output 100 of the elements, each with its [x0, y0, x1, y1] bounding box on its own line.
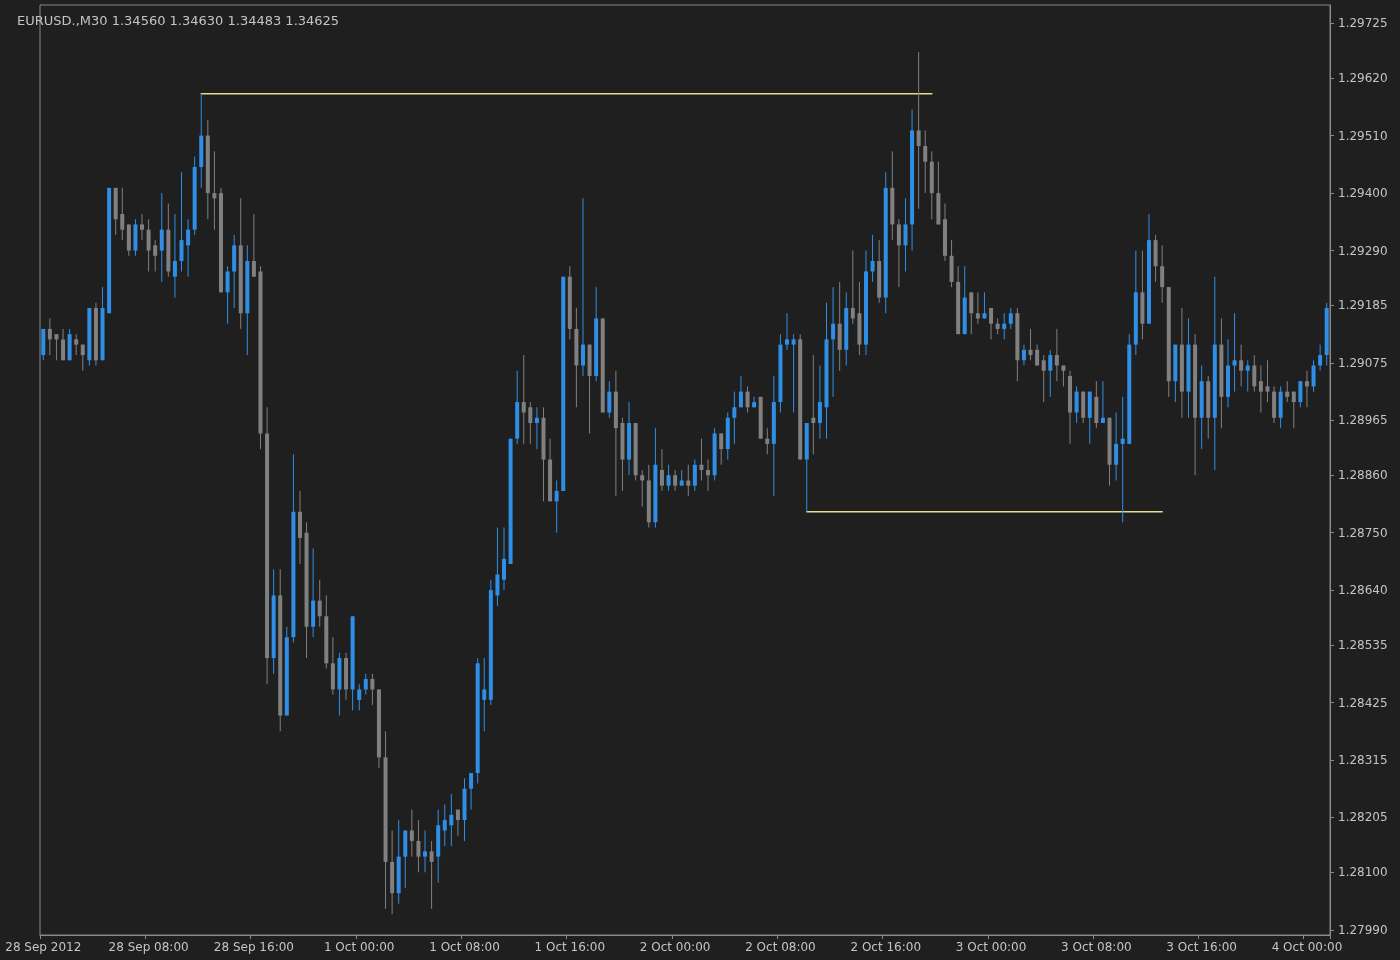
y-tick-label: 1.28860	[1338, 468, 1388, 483]
candlestick	[74, 333, 79, 356]
candlestick	[732, 391, 737, 445]
candlestick	[1160, 244, 1165, 304]
candlestick	[1021, 344, 1026, 367]
x-tick-label: 3 Oct 00:00	[955, 940, 1027, 954]
candlestick	[370, 673, 375, 706]
candlestick	[706, 459, 711, 492]
x-tick-label: 28 Sep 16:00	[213, 940, 294, 954]
candlestick	[429, 840, 434, 910]
y-tick-label: 1.28640	[1338, 583, 1388, 598]
x-tick-label: 3 Oct 08:00	[1061, 940, 1132, 954]
candlestick	[969, 291, 974, 335]
candlestick	[850, 250, 855, 325]
candlestick	[409, 809, 414, 858]
x-tick-label: 28 Sep 08:00	[108, 940, 189, 954]
candlestick	[699, 438, 704, 481]
candlestick	[172, 213, 177, 299]
candlestick	[449, 793, 454, 847]
y-tick-label: 1.27990	[1338, 922, 1388, 937]
y-tick-label: 1.28100	[1338, 865, 1388, 880]
y-tick-label: 1.28535	[1338, 638, 1388, 653]
candlestick	[363, 673, 368, 696]
candlestick	[1304, 370, 1309, 408]
candlestick	[975, 291, 980, 325]
candlestick	[765, 427, 770, 455]
candlestick	[1291, 391, 1296, 429]
x-tick-label: 4 Oct 00:00	[1271, 940, 1343, 954]
candlestick	[896, 218, 901, 288]
candlestick	[1028, 328, 1033, 361]
x-tick-label: 1 Oct 16:00	[534, 940, 606, 954]
candlestick	[580, 197, 585, 377]
candlestick	[831, 286, 836, 398]
candlestick	[1100, 380, 1105, 424]
candlestick	[745, 385, 750, 414]
candlestick	[1074, 385, 1079, 424]
x-tick-label: 28 Sep 2012	[5, 940, 82, 954]
candlestick	[1120, 396, 1125, 523]
candlestick	[416, 819, 421, 873]
y-tick-label: 1.28750	[1338, 525, 1388, 540]
candlestick	[692, 459, 697, 492]
candlestick	[502, 526, 507, 591]
candlestick	[719, 432, 724, 466]
y-tick-label: 1.29185	[1338, 298, 1388, 313]
candlestick	[159, 192, 164, 283]
candlestick	[357, 683, 362, 711]
candlestick	[1008, 307, 1013, 330]
candlestick	[982, 291, 987, 319]
candlestick	[1311, 359, 1316, 393]
candlestick	[80, 344, 85, 372]
candlestick	[423, 830, 428, 873]
candlestick	[903, 197, 908, 272]
candlestick	[442, 803, 447, 847]
x-tick-label: 1 Oct 08:00	[429, 940, 500, 954]
candlestick	[1252, 354, 1257, 393]
candlestick	[1265, 359, 1270, 403]
y-tick-label: 1.29290	[1338, 243, 1388, 258]
candlestick	[870, 234, 875, 283]
candlestick	[251, 213, 256, 278]
candlestick	[1245, 359, 1250, 393]
candlestick	[120, 187, 125, 241]
candlestick	[212, 150, 217, 231]
y-tick-label: 1.28205	[1338, 810, 1388, 825]
y-tick-label: 1.29725	[1338, 16, 1388, 31]
candlestick	[1114, 412, 1119, 481]
y-tick-label: 1.28315	[1338, 752, 1388, 767]
candlestick	[534, 406, 539, 450]
candlestick	[1041, 354, 1046, 403]
y-tick-label: 1.28425	[1338, 695, 1388, 710]
candlestick	[47, 317, 52, 356]
candlestick	[225, 265, 230, 325]
candlestick	[686, 464, 691, 497]
text: EURUSD.,M30 1.34560 1.34630 1.34483 1.34625	[17, 13, 340, 28]
candlestick	[673, 469, 678, 492]
candlestick	[455, 809, 460, 837]
y-tick-label: 1.28965	[1338, 413, 1388, 428]
candlestick	[923, 129, 928, 194]
candlestick	[640, 469, 645, 508]
candlestick	[752, 396, 757, 408]
candlestick	[1285, 380, 1290, 403]
candlestick	[186, 218, 191, 278]
y-tick-label: 1.29075	[1338, 355, 1388, 370]
candlestick	[666, 464, 671, 492]
candlestick	[1232, 312, 1237, 393]
candlestick	[140, 213, 145, 241]
x-tick-label: 2 Oct 16:00	[850, 940, 922, 954]
x-tick-label: 3 Oct 16:00	[1166, 940, 1237, 954]
candlestick	[554, 479, 559, 534]
candlestick	[817, 365, 822, 440]
y-tick-label: 1.29400	[1338, 186, 1388, 201]
candlestick	[482, 657, 487, 732]
x-tick-label: 2 Oct 00:00	[639, 940, 711, 954]
candlestick	[528, 401, 533, 445]
candlestick	[1258, 365, 1263, 414]
candlestick	[1002, 312, 1007, 340]
candlestick	[791, 333, 796, 414]
candlestick	[607, 380, 612, 419]
candlestick	[61, 328, 66, 361]
candlestick	[179, 171, 184, 272]
candlestick	[146, 218, 151, 272]
